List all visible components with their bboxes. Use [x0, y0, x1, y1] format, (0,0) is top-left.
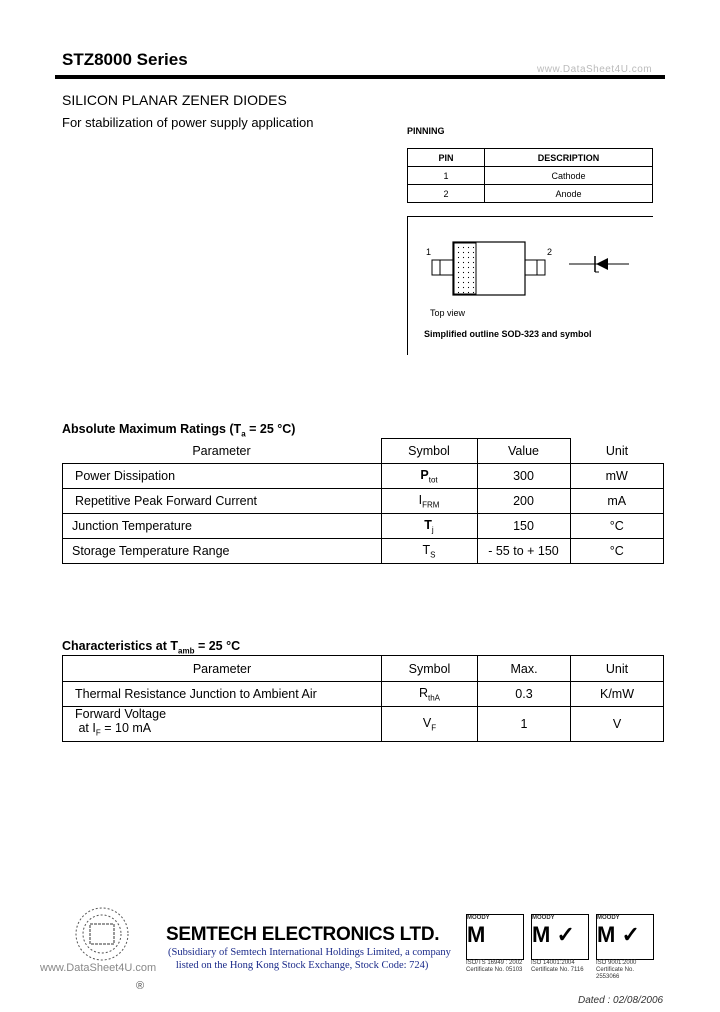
- pinning-label: PINNING: [407, 126, 445, 136]
- pin2-label: 2: [547, 247, 553, 257]
- parameter: Power Dissipation: [62, 463, 382, 489]
- unit: °C: [569, 538, 664, 564]
- unit-header: Unit: [570, 655, 664, 682]
- top-view-label: Top view: [430, 308, 466, 318]
- doc-title: STZ8000 Series: [62, 50, 188, 69]
- parameter: Thermal Resistance Junction to Ambient A…: [62, 681, 382, 707]
- table-row: Repetitive Peak Forward Current IFRM 200 mA: [62, 488, 664, 514]
- cert-logo-1: MOODY M ISO/TS 16949 : 2002 Certificate No.…: [466, 914, 524, 973]
- outline-frame-left: [407, 216, 408, 355]
- pin-number: 2: [407, 184, 485, 203]
- parameter: Storage Temperature Range: [62, 538, 382, 564]
- symbol: VF: [381, 706, 478, 742]
- company-subsidiary-note: (Subsidiary of Semtech International Hol…: [168, 947, 451, 971]
- unit-header: Unit: [569, 438, 664, 464]
- parameter-header: Parameter: [62, 655, 382, 682]
- unit: mA: [569, 488, 664, 514]
- symbol: Ptot: [380, 463, 478, 489]
- registered-mark: ®: [136, 980, 145, 992]
- table-row: 1 Cathode: [407, 166, 653, 185]
- value: - 55 to + 150: [476, 538, 571, 564]
- abs-max-title: Absolute Maximum Ratings (Ta = 25 °C): [62, 422, 296, 439]
- value: 300: [476, 463, 571, 489]
- value: 200: [476, 488, 571, 514]
- sod323-outline-drawing: [431, 241, 629, 296]
- value: 150: [476, 513, 571, 539]
- company-name: SEMTECH ELECTRONICS LTD.: [166, 924, 440, 945]
- pin-number: 1: [407, 166, 485, 185]
- cert-logo-3: MOODY M ✓ ISO 9001:2000 Certificate No. 255…: [596, 914, 656, 981]
- product-subtitle: For stabilization of power supply applic…: [62, 115, 314, 130]
- value: 0.3: [477, 681, 571, 707]
- parameter-header: Parameter: [62, 438, 382, 464]
- unit: °C: [569, 513, 664, 539]
- pin-description: Cathode: [484, 166, 653, 185]
- symbol-header: Symbol: [380, 438, 478, 464]
- pin1-label: 1: [426, 247, 432, 257]
- watermark: www.DataSheet4U.com: [537, 64, 653, 75]
- abs-max-table: Parameter Symbol Value Unit Power Dissipati…: [62, 438, 664, 564]
- header-rule: [55, 75, 665, 79]
- description-header: DESCRIPTION: [484, 148, 653, 167]
- symbol: RthA: [381, 681, 478, 707]
- semtech-logo: [75, 907, 129, 961]
- value: 1: [477, 706, 571, 742]
- characteristics-table: Parameter Symbol Max. Unit Thermal Resistan…: [62, 655, 664, 742]
- outline-caption: Simplified outline SOD-323 and symbol: [424, 329, 592, 339]
- table-row: Forward Voltage at IF = 10 mA VF 1 V: [62, 706, 664, 742]
- table-row: Storage Temperature Range TS - 55 to + 150…: [62, 538, 664, 564]
- cert-logo-2: MOODY M ✓ ISO 14001:2004 Certificate No. 71…: [531, 914, 591, 974]
- symbol: Tj: [380, 513, 478, 539]
- pin-header: PIN: [407, 148, 485, 167]
- parameter: Junction Temperature: [62, 513, 382, 539]
- dated-label: Dated : 02/08/2006: [578, 995, 664, 1006]
- max-header: Max.: [477, 655, 571, 682]
- symbol: IFRM: [380, 488, 478, 514]
- pinning-table: PIN DESCRIPTION 1 Cathode 2 Anode: [407, 148, 653, 203]
- pin-description: Anode: [484, 184, 653, 203]
- unit: V: [570, 706, 664, 742]
- parameter: Forward Voltage at IF = 10 mA: [62, 706, 382, 742]
- parameter: Repetitive Peak Forward Current: [62, 488, 382, 514]
- product-heading: SILICON PLANAR ZENER DIODES: [62, 92, 287, 108]
- table-row: Thermal Resistance Junction to Ambient A…: [62, 681, 664, 707]
- symbol-header: Symbol: [381, 655, 478, 682]
- outline-frame-top: [407, 216, 653, 217]
- unit: K/mW: [570, 681, 664, 707]
- symbol: TS: [380, 538, 478, 564]
- characteristics-title: Characteristics at Tamb = 25 °C: [62, 639, 241, 656]
- footer-watermark: www.DataSheet4U.com: [40, 962, 157, 974]
- table-row: 2 Anode: [407, 184, 653, 203]
- unit: mW: [569, 463, 664, 489]
- table-row: Power Dissipation Ptot 300 mW: [62, 463, 664, 489]
- table-row: Junction Temperature Tj 150 °C: [62, 513, 664, 539]
- value-header: Value: [476, 438, 571, 464]
